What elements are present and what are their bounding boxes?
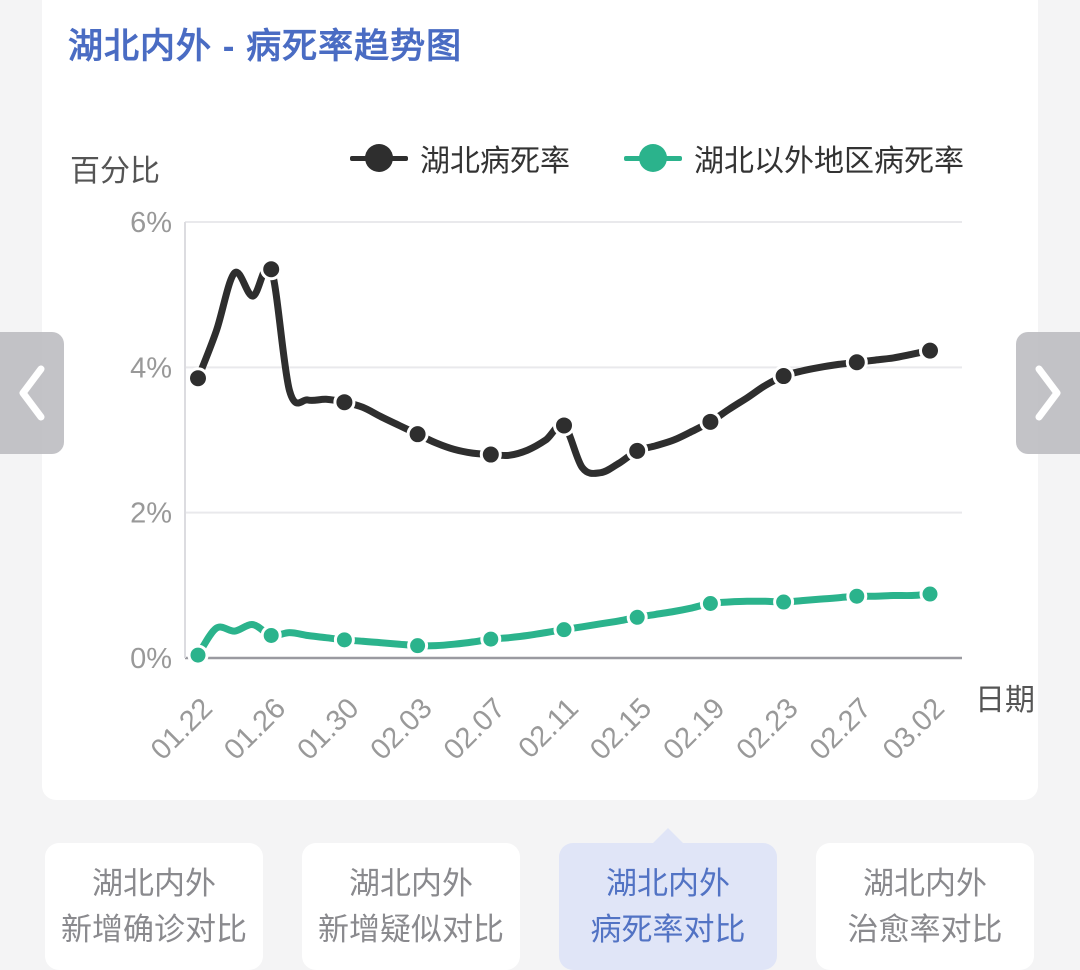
legend-label-outside-hubei: 湖北以外地区病死率 bbox=[694, 145, 964, 178]
tab-label-line2: 治愈率对比 bbox=[847, 911, 1003, 947]
x-tick-label: 01.30 bbox=[291, 692, 365, 766]
x-tick-label: 01.26 bbox=[218, 692, 292, 766]
y-tick-label: 4% bbox=[130, 352, 172, 384]
x-tick-label: 02.19 bbox=[657, 692, 731, 766]
chevron-left-icon bbox=[19, 365, 45, 421]
outside-series-point[interactable] bbox=[699, 593, 721, 614]
x-tick-label: 02.15 bbox=[584, 692, 658, 766]
tab-recovery-rate-compare[interactable]: 湖北内外 治愈率对比 bbox=[816, 843, 1034, 970]
x-tick-label: 01.22 bbox=[145, 692, 219, 766]
hubei-series-point[interactable] bbox=[187, 367, 209, 390]
outside-series-point[interactable] bbox=[919, 583, 941, 605]
outside-series-point[interactable] bbox=[553, 619, 575, 641]
x-tick-label: 02.11 bbox=[513, 692, 585, 764]
hubei-series-point[interactable] bbox=[553, 414, 575, 437]
x-tick-label: 03.02 bbox=[877, 692, 951, 766]
hubei-series-legend-icon bbox=[350, 143, 408, 173]
tab-new-confirmed-compare[interactable]: 湖北内外 新增确诊对比 bbox=[45, 843, 263, 970]
next-page-button[interactable] bbox=[1016, 332, 1080, 454]
outside-series-point[interactable] bbox=[407, 635, 429, 657]
x-tick-label: 02.27 bbox=[804, 692, 878, 766]
fatality-trend-chart: 6%4%2%0%01.22 01.26 01.30 02.03 02.07 02.11 02… bbox=[130, 207, 1035, 766]
legend-label-hubei: 湖北病死率 bbox=[420, 145, 570, 178]
tab-new-suspected-compare[interactable]: 湖北内外 新增疑似对比 bbox=[302, 843, 520, 970]
y-tick-label: 0% bbox=[130, 643, 172, 675]
outside-series-point[interactable] bbox=[260, 624, 282, 646]
hubei-series-point[interactable] bbox=[479, 443, 502, 466]
hubei-series-point[interactable] bbox=[333, 391, 356, 414]
comparison-tabbar: 湖北内外 新增确诊对比 湖北内外 新增疑似对比 湖北内外 病死率对比 湖北内外 … bbox=[0, 828, 1080, 970]
tab-label-line2: 新增疑似对比 bbox=[318, 911, 504, 947]
x-tick-label: 02.23 bbox=[731, 692, 805, 766]
chart-card: 湖北内外 - 病死率趋势图 湖北病死率 湖北以外地区病死率 百分比 6% 4% 2%… bbox=[42, 0, 1038, 800]
hubei-series-point[interactable] bbox=[772, 365, 795, 388]
y-tick-label: 2% bbox=[130, 498, 172, 530]
outside-series-point[interactable] bbox=[480, 628, 502, 650]
hubei-series-point[interactable] bbox=[406, 423, 429, 446]
prev-page-button[interactable] bbox=[0, 332, 64, 454]
hubei-series-point[interactable] bbox=[260, 258, 283, 281]
outside-series-point[interactable] bbox=[626, 606, 648, 628]
tab-label-line1: 湖北内外 bbox=[349, 865, 473, 901]
chart-legend: 湖北病死率 湖北以外地区病死率 bbox=[350, 136, 964, 180]
tab-fatality-rate-compare[interactable]: 湖北内外 病死率对比 bbox=[559, 828, 777, 970]
tab-label-line2: 新增确诊对比 bbox=[61, 911, 247, 947]
hubei-series-point[interactable] bbox=[626, 439, 649, 462]
tab-label-line1: 湖北内外 bbox=[92, 865, 216, 901]
outside-series-point[interactable] bbox=[187, 644, 209, 666]
tab-label-line1: 湖北内外 bbox=[863, 865, 987, 901]
outside-series-point[interactable] bbox=[773, 591, 795, 613]
hubei-series-point[interactable] bbox=[699, 410, 722, 433]
hubei-series-point[interactable] bbox=[919, 339, 941, 362]
x-axis-name: 日期 bbox=[975, 684, 1035, 717]
x-tick-label: 02.07 bbox=[438, 692, 512, 766]
outside-series-point[interactable] bbox=[333, 629, 355, 651]
tab-label-line2: 病死率对比 bbox=[590, 911, 746, 947]
x-tick-label: 02.03 bbox=[365, 692, 439, 766]
y-axis-name: 百分比 bbox=[70, 155, 160, 188]
outside-series-point[interactable] bbox=[846, 585, 868, 607]
page-title: 湖北内外 - 病死率趋势图 bbox=[68, 27, 463, 66]
hubei-series-point[interactable] bbox=[845, 351, 868, 374]
outside-series-legend-icon bbox=[624, 143, 682, 173]
chevron-right-icon bbox=[1035, 365, 1061, 421]
legend-item-outside-hubei[interactable]: 湖北以外地区病死率 bbox=[624, 136, 964, 180]
hubei-series-line bbox=[194, 262, 934, 477]
legend-item-hubei[interactable]: 湖北病死率 bbox=[350, 136, 570, 180]
active-tab-notch bbox=[652, 828, 684, 844]
tab-label-line1: 湖北内外 bbox=[606, 865, 730, 901]
y-tick-label: 6% bbox=[130, 207, 172, 239]
